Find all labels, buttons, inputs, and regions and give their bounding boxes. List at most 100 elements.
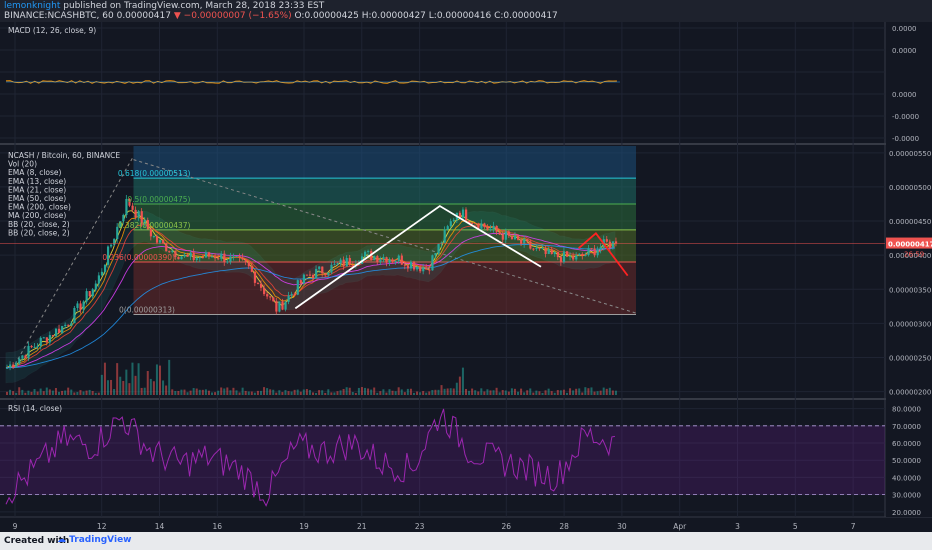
time-tick-label: 5 [793,522,798,531]
candle-body [15,363,18,368]
candle-body [217,258,220,260]
volume-bar [550,391,553,395]
candle-body [149,229,153,237]
candle-body [165,243,168,252]
last-price-badge-label: 0.00000417 [888,241,932,249]
volume-bar [596,391,599,395]
chart-canvas[interactable]: 0.618(0.00000513) 0.5(0.00000475) 0.382(0.… [0,22,932,532]
candle-body [290,293,293,296]
candle-body [256,282,260,284]
candle-body [553,251,556,255]
time-tick-label: 3 [735,522,740,531]
volume-bar [385,392,388,395]
candle-body [321,266,324,274]
candle-body [471,222,474,224]
volume-bar [263,387,266,395]
volume-bar [400,389,403,395]
volume-bar [440,385,443,395]
candle-body [458,212,462,218]
volume-bar [24,392,27,395]
drawn-pattern-lines[interactable] [0,204,885,310]
volume-bar [605,388,608,395]
volume-bar [431,390,434,395]
volume-bar [504,390,507,395]
volume-bar [477,391,480,395]
rsi-tick-label: 40.0000 [892,474,921,482]
candle-body [220,253,223,259]
candle-body [575,255,578,260]
volume-bar [195,388,198,395]
volume-bar [501,390,504,395]
candle-body [477,223,480,229]
candle-body [198,257,201,259]
volume-bar [468,390,471,395]
candle-body [189,252,192,257]
volume-bar [39,388,42,395]
volume-bar [535,390,538,395]
fibonacci-labels: 0.618(0.00000513) 0.5(0.00000475) 0.382(0.… [102,169,190,314]
volume-bar [367,388,370,395]
volume-bar [238,392,241,395]
ema-line [5,223,616,369]
candle-body [308,274,312,276]
tradingview-logo[interactable]: ☁ TradingView [57,535,132,545]
volume-bar [587,388,590,395]
fib-level-label: 0.382(0.00000437) [118,221,191,230]
candle-body [100,271,104,276]
volume-bar [290,391,293,395]
volume-bar [312,392,314,395]
macd-tick-label: 0.0000 [892,25,917,33]
volume-bar [229,390,232,395]
candle-body [42,337,45,339]
candle-body [416,266,419,270]
candle-body [162,240,165,244]
volume-bar [590,387,593,395]
author-link[interactable]: lemonknight [4,1,61,11]
candle-body [48,335,52,343]
volume-bar [174,390,177,395]
volume-bar [565,392,568,395]
volume-bar [73,392,76,395]
candle-body [18,358,21,364]
volume-bar [474,390,477,395]
candle-body [27,346,30,359]
volume-bar [131,362,134,395]
price-legend-item: BB (20, close, 2) [8,228,70,237]
candle-body [443,229,446,243]
volume-bar [76,392,79,395]
candle-body [207,252,211,257]
candle-body [79,303,82,310]
volume-bar [152,381,155,395]
candle-body [599,247,602,250]
volume-bar [351,391,354,395]
candle-body [345,258,348,267]
candle-body [229,256,232,262]
price-scale[interactable]: 0.0000 0.0000 0.0000 -0.0000 -0.0000 0.000005… [886,22,932,517]
candle-body [605,239,608,242]
candle-body [305,274,309,276]
candle-body [593,248,596,256]
candle-body [30,346,33,348]
volume-bar [67,387,70,395]
rsi-tick-label: 30.0000 [892,492,921,500]
candle-body [590,248,593,250]
candle-body [134,209,137,218]
time-scale[interactable]: 9 12 14 16 19 21 23 26 28 30 Apr 3 5 7 [13,522,856,531]
candle-body [541,248,544,250]
fib-level-label: 0.618(0.00000513) [118,169,191,178]
candle-body [474,223,477,225]
price-tick-label: 0.00000550 [889,150,931,158]
fib-trend-line [14,155,134,365]
candle-body [550,249,553,255]
created-with-text: Created with [4,536,70,546]
candle-body [269,296,272,298]
volume-bar [256,390,259,395]
volume-bar [419,392,422,395]
volume-bar [339,390,342,395]
candle-body [330,264,333,273]
candle-body [412,261,416,270]
volume-bar [449,388,452,395]
volume-bar [134,375,137,395]
candle-body [299,280,302,284]
candle-body [106,246,110,265]
